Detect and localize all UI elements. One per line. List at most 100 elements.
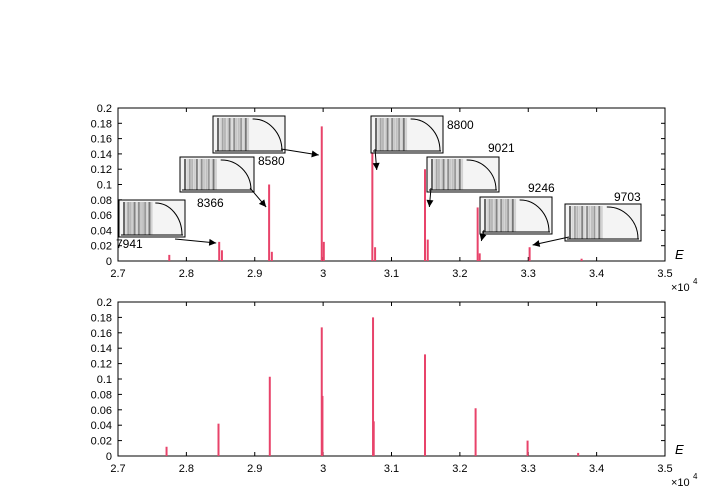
inset-arc	[220, 159, 252, 191]
inset-stripe	[244, 118, 247, 151]
inset-arrow-head	[208, 238, 217, 246]
inset-stripe	[514, 199, 517, 232]
inset-arc	[606, 206, 639, 240]
y-tick-label: 0.1	[97, 180, 112, 192]
inset-stripe	[217, 118, 219, 151]
inset-stripe	[129, 202, 132, 235]
inset-label: 9703	[614, 190, 641, 204]
y-tick-label: 0	[106, 451, 112, 463]
inset-stripe	[377, 118, 380, 151]
plot-frame	[117, 301, 666, 457]
x-axis-label: E	[675, 247, 684, 262]
inset-8580: 8580	[212, 115, 319, 168]
inset-stripe	[507, 199, 510, 232]
inset-stripe	[451, 159, 454, 190]
inset-stripe	[242, 118, 245, 151]
y-tick-label: 0.1	[97, 374, 112, 386]
x-axis-label: E	[675, 442, 684, 457]
inset-stripe	[193, 159, 196, 190]
y-tick-label: 0.08	[91, 389, 112, 401]
x-tick-label: 3	[320, 268, 326, 280]
y-tick-label: 0.06	[91, 210, 112, 222]
inset-label: 9021	[488, 141, 515, 155]
inset-stripe	[123, 202, 125, 235]
inset-stripe	[586, 206, 589, 239]
y-tick-label: 0.14	[91, 149, 112, 161]
inset-arc	[466, 159, 497, 191]
inset-arc	[252, 118, 283, 152]
inset-stripe	[391, 118, 394, 151]
y-tick-label: 0.06	[91, 405, 112, 417]
x-scale-note: ×10	[671, 282, 690, 294]
inset-arrow-head	[311, 150, 319, 158]
inset-stripe	[576, 206, 579, 239]
inset-stripe	[571, 206, 574, 239]
inset-stripe	[458, 159, 461, 190]
x-scale-exponent: 4	[693, 277, 698, 286]
inset-label: 9246	[528, 181, 555, 195]
inset-stripe	[484, 199, 486, 232]
inset-stripe	[493, 199, 496, 232]
y-tick-label: 0.14	[91, 343, 112, 355]
inset-stripe	[381, 118, 384, 151]
inset-stripe	[442, 159, 445, 190]
inset-label: 8800	[447, 118, 474, 132]
inset-stripe	[405, 118, 408, 151]
y-tick-label: 0.16	[91, 134, 112, 146]
inset-stripe	[588, 206, 591, 239]
x-tick-label: 2.7	[110, 268, 125, 280]
x-tick-label: 3.4	[589, 268, 604, 280]
inset-stripe	[490, 199, 493, 232]
inset-stripe	[131, 202, 134, 235]
y-tick-label: 0.2	[97, 297, 112, 309]
inset-stripe	[200, 159, 203, 190]
inset-stripe	[203, 159, 206, 190]
inset-stripe	[437, 159, 440, 190]
inset-9021: 9021	[426, 141, 515, 208]
inset-arrow-head	[479, 233, 487, 241]
inset-stripe	[400, 118, 403, 151]
inset-stripe	[237, 118, 240, 151]
inset-stripe	[388, 118, 391, 151]
inset-stripe	[431, 159, 433, 190]
inset-stripe	[384, 118, 387, 151]
inset-stripe	[137, 202, 140, 235]
inset-stripe	[127, 202, 130, 235]
inset-arc	[410, 118, 441, 152]
inset-stripe	[214, 159, 217, 190]
inset-stripe	[247, 118, 250, 151]
inset-label: 7941	[116, 237, 143, 251]
y-tick-label: 0.2	[97, 103, 112, 115]
y-tick-label: 0.02	[91, 241, 112, 253]
inset-stripe	[198, 159, 201, 190]
inset-stripe	[135, 202, 138, 235]
x-tick-label: 3.5	[657, 268, 672, 280]
inset-stripe	[509, 199, 512, 232]
x-tick-label: 3.1	[384, 463, 399, 475]
y-tick-label: 0.16	[91, 328, 112, 340]
y-tick-label: 0.18	[91, 312, 112, 324]
inset-stripe	[461, 159, 464, 190]
chart-panel-1: 0 0.02 0.04 0.06 0.08 0.1 0.12 0.14 0.16 0.18 0.2 2…	[91, 103, 698, 294]
inset-stripe	[488, 199, 491, 232]
inset-stripe	[395, 118, 398, 151]
inset-stripe	[142, 202, 145, 235]
inset-stripe	[447, 159, 450, 190]
inset-stripe	[581, 206, 584, 239]
inset-stripe	[240, 118, 243, 151]
y-tick-label: 0.12	[91, 164, 112, 176]
inset-stripe	[600, 206, 603, 239]
inset-stripe	[578, 206, 581, 239]
x-tick-label: 3.4	[589, 463, 604, 475]
inset-stripe	[500, 199, 503, 232]
x-scale-note: ×10	[671, 477, 690, 489]
inset-stripe	[207, 159, 210, 190]
inset-stripe	[212, 159, 215, 190]
inset-stripe	[219, 118, 222, 151]
inset-stripe	[449, 159, 452, 190]
x-tick-label: 2.8	[179, 463, 194, 475]
y-tick-label: 0.04	[91, 225, 112, 237]
x-tick-label: 3.5	[657, 463, 672, 475]
inset-thumbnail	[179, 156, 255, 193]
inset-stripe	[433, 159, 436, 190]
